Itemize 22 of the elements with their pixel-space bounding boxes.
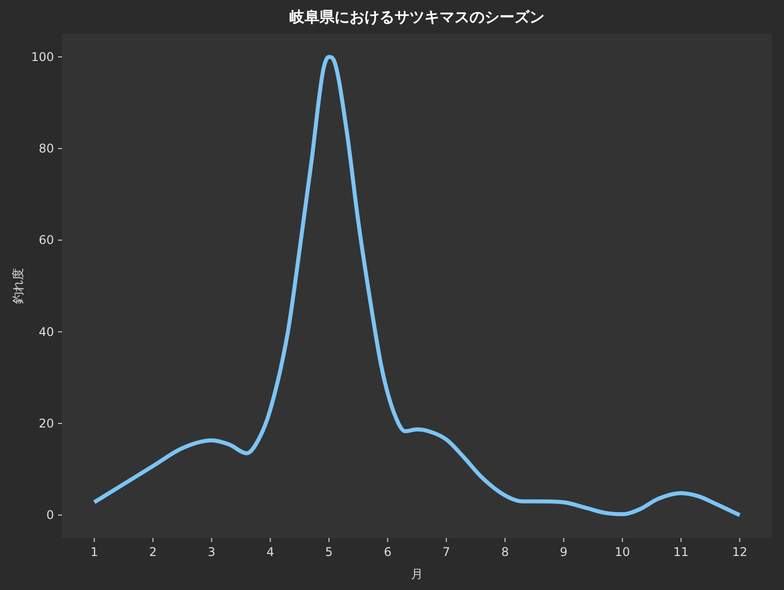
x-axis-title: 月 bbox=[411, 567, 423, 581]
y-tick-label: 80 bbox=[38, 142, 54, 156]
x-tick-label: 8 bbox=[501, 545, 509, 559]
x-tick-label: 10 bbox=[614, 545, 630, 559]
y-axis-title: 釣れ度 bbox=[11, 268, 25, 304]
x-tick-label: 5 bbox=[325, 545, 333, 559]
y-tick-label: 40 bbox=[38, 324, 54, 339]
y-tick-label: 0 bbox=[46, 508, 54, 522]
x-tick-label: 4 bbox=[266, 545, 274, 559]
x-tick-label: 3 bbox=[208, 545, 216, 559]
x-tick-label: 6 bbox=[384, 545, 392, 559]
line-series bbox=[92, 54, 742, 518]
x-tick-label: 2 bbox=[149, 545, 157, 559]
x-tick-label: 11 bbox=[673, 545, 689, 559]
x-tick-label: 7 bbox=[442, 545, 450, 559]
x-tick-label: 1 bbox=[90, 545, 98, 559]
chart-title: 岐阜県におけるサツキマスのシーズン bbox=[290, 8, 544, 26]
y-tick-label: 100 bbox=[31, 50, 54, 64]
y-tick-label: 20 bbox=[38, 416, 54, 430]
y-tick-label: 60 bbox=[38, 233, 54, 248]
x-tick-label: 9 bbox=[560, 545, 568, 559]
x-tick-label: 12 bbox=[732, 545, 748, 559]
